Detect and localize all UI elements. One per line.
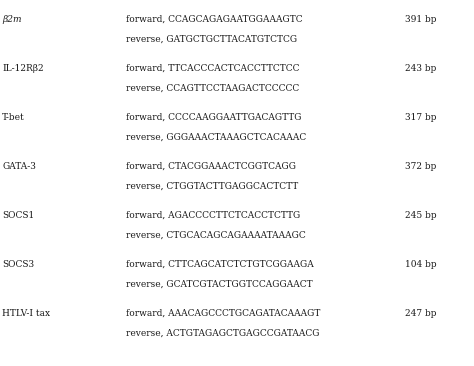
- Text: T-bet: T-bet: [2, 113, 25, 122]
- Text: forward, TTCACCCACTCACCTTCTCC: forward, TTCACCCACTCACCTTCTCC: [126, 64, 299, 73]
- Text: forward, AAACAGCCCTGCAGATACAAAGT: forward, AAACAGCCCTGCAGATACAAAGT: [126, 309, 320, 318]
- Text: forward, AGACCCCTTCTCACCTCTTG: forward, AGACCCCTTCTCACCTCTTG: [126, 211, 300, 220]
- Text: forward, CTTCAGCATCTCTGTCGGAAGA: forward, CTTCAGCATCTCTGTCGGAAGA: [126, 260, 313, 269]
- Text: HTLV-I tax: HTLV-I tax: [2, 309, 51, 318]
- Text: 243 bp: 243 bp: [405, 64, 437, 73]
- Text: 317 bp: 317 bp: [405, 113, 437, 122]
- Text: SOCS1: SOCS1: [2, 211, 35, 220]
- Text: reverse, CCAGTTCCTAAGACTCCCCC: reverse, CCAGTTCCTAAGACTCCCCC: [126, 84, 299, 93]
- Text: reverse, ACTGTAGAGCTGAGCCGATAACG: reverse, ACTGTAGAGCTGAGCCGATAACG: [126, 329, 319, 338]
- Text: 104 bp: 104 bp: [405, 260, 437, 269]
- Text: forward, CTACGGAAACTCGGTCAGG: forward, CTACGGAAACTCGGTCAGG: [126, 162, 296, 171]
- Text: forward, CCAGCAGAGAATGGAAAGTC: forward, CCAGCAGAGAATGGAAAGTC: [126, 15, 302, 24]
- Text: SOCS3: SOCS3: [2, 260, 35, 269]
- Text: reverse, GATGCTGCTTACATGTCTCG: reverse, GATGCTGCTTACATGTCTCG: [126, 35, 297, 44]
- Text: 245 bp: 245 bp: [405, 211, 437, 220]
- Text: reverse, CTGCACAGCAGAAAATAAAGC: reverse, CTGCACAGCAGAAAATAAAGC: [126, 231, 305, 240]
- Text: 372 bp: 372 bp: [405, 162, 437, 171]
- Text: IL-12Rβ2: IL-12Rβ2: [2, 64, 44, 73]
- Text: reverse, CTGGTACTTGAGGCACTCTT: reverse, CTGGTACTTGAGGCACTCTT: [126, 182, 298, 191]
- Text: GATA-3: GATA-3: [2, 162, 36, 171]
- Text: reverse, GCATCGTACTGGTCCAGGAACT: reverse, GCATCGTACTGGTCCAGGAACT: [126, 280, 312, 289]
- Text: β2m: β2m: [2, 15, 22, 24]
- Text: 391 bp: 391 bp: [405, 15, 437, 24]
- Text: 247 bp: 247 bp: [405, 309, 437, 318]
- Text: forward, CCCCAAGGAATTGACAGTTG: forward, CCCCAAGGAATTGACAGTTG: [126, 113, 301, 122]
- Text: reverse, GGGAAACTAAAGCTCACAAAC: reverse, GGGAAACTAAAGCTCACAAAC: [126, 133, 306, 142]
